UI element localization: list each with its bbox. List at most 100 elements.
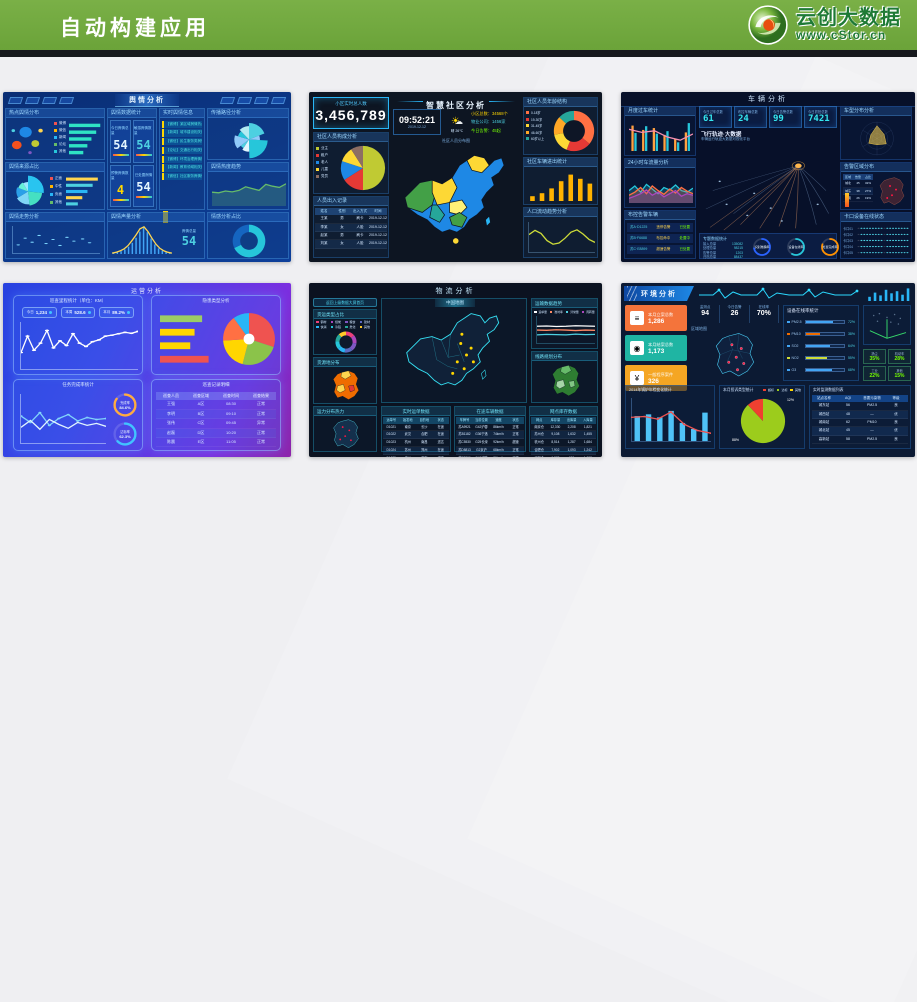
progress-value: 64% (847, 344, 855, 348)
legend-label: 负面 (55, 192, 62, 196)
table-cell: E区 (197, 438, 205, 444)
table-cell: 异常 (257, 420, 265, 426)
table-row: 陈晨 E区 11:05 正常 (156, 438, 276, 448)
flow-line-chart (528, 222, 595, 253)
stat-value: 26 (730, 310, 739, 317)
table-row: 王某 男 刷卡 2019-12-12 09:12 (315, 215, 387, 224)
table-cell: 在途 (437, 447, 444, 452)
table-cell: 2019-12-12 09:12 (369, 216, 387, 221)
d3-panel-hour-flow: 24小时车流量分析 (624, 158, 696, 208)
china-map-title: 中国地图 (435, 299, 475, 307)
dashboard-vehicle[interactable]: 车辆分析 月度过车统计 24小时车流量分析 布控告警车辆 苏A·D1225 违停… (621, 92, 915, 262)
table-cell: A区 (197, 401, 205, 407)
table-cell: 刷卡 (356, 233, 364, 238)
alert-rows: 苏A·D1225 违停告警 已处置 苏B·F6688 布控命中 处置中 苏C·E… (627, 223, 693, 256)
legend-swatch (526, 111, 529, 114)
table-header-row: 站点名称 AQI 首要污染物 等级 (812, 395, 908, 403)
legend-label: 冷链 (335, 325, 342, 329)
d6-panel-3d-view (863, 305, 911, 345)
progress-fill (805, 357, 827, 359)
d1-panel-spread: 传播路径分析 (207, 108, 289, 160)
stat-value: 1,286 (648, 317, 665, 325)
d1-topbar: 舆情分析 (3, 94, 291, 107)
table-cell: 27% (864, 188, 871, 193)
side-label: 告警总量 (703, 250, 717, 255)
table-cell: 城北 (844, 181, 851, 186)
d1-panel-sentiment: 情感分析占比 (207, 212, 289, 259)
table-cell: 8,514 (551, 440, 560, 445)
progress-row: PM10 38% (787, 328, 855, 340)
pill-label: 本月 (103, 310, 111, 314)
table-cell: 2019-12-12 09:21 (369, 233, 387, 238)
progress-track (804, 368, 845, 372)
table-cell: 西安 (416, 455, 433, 457)
legend-label: 租户 (321, 153, 328, 157)
table-row: 城北站 45 — 优 (812, 427, 908, 436)
legend-swatch (534, 310, 537, 314)
trend-legend: 运单量 准时率 异常量 周转量 (534, 310, 595, 314)
d6-top-stats: 监测点 94 今日告警 26 在线率 70% (691, 305, 779, 323)
dashboard-operations[interactable]: 运营分析 巡查里程统计（单位：KM） 今日 1,234 本周 528.6 本月 … (3, 283, 291, 457)
table-header-row: 姓名 性别 出入方式 时间 (315, 208, 387, 216)
legend-swatch (50, 193, 53, 196)
gauge-label: 达标率 (120, 430, 130, 434)
legend-swatch (526, 117, 529, 121)
d1-panel-hot-topics: 热点舆情分布 微博 微信 新闻 论坛 其他 (5, 108, 105, 160)
progress-swatch (787, 368, 790, 372)
d6-panel-complaint-pie: 本月投诉类型统计 超标 达标 其他 12% 88% (719, 385, 805, 449)
d5-panel-transport-trend: 运输数据趋势 运单量 准时率 异常量 周转量 (531, 298, 598, 349)
panel-title: 舆情数据统计 (108, 109, 156, 118)
slide-header: 自动构建应用 云创大数据 www.cStor.cn (0, 0, 917, 50)
dashboard-public-opinion[interactable]: 舆情分析 热点舆情分布 微博 微信 新闻 论坛 其他 舆情来源占比 正面 中性 负面 其他 舆… (3, 92, 291, 262)
dashboard-smart-community[interactable]: 小区实时总人数 3,456,789 社区人员构成分析 业主 租户 老人 儿童 党员 人员… (309, 92, 602, 262)
legend-label: 煤炭 (335, 320, 342, 324)
stat-value: 61 (703, 114, 714, 124)
opinion-list: 【微博】某区域舆情热点信息摘要 09:12【新闻】城市建设相关舆情信息 09:0… (160, 119, 204, 209)
pill-value: 528.6 (74, 310, 86, 315)
back-button[interactable]: 返回上级数据大屏首页 (313, 298, 377, 307)
d1-nav-tabs-left (7, 97, 75, 104)
legend-label: 其他 (794, 388, 801, 392)
plate-number: 苏C·E8899 (630, 247, 648, 251)
panel-title: 传播路径分析 (208, 109, 288, 118)
table-cell: 良 (894, 436, 898, 441)
table-header-row: 运单号 始发地 目的地 状态 (383, 417, 449, 424)
progress-label: SO2 (791, 344, 799, 348)
stat-card-icon: ¥ (630, 371, 644, 385)
info-line: 小区总数：34568个 (471, 111, 508, 116)
dashboard-environment[interactable]: 环境分析 ≡ 本月立案总数 1,286 ◉ 本月结案总数 1,173 ¥ 一般程… (621, 283, 915, 457)
logo-site: www.cStor.cn (796, 28, 887, 42)
dot-row-label: 卡口01 (843, 227, 853, 231)
table-header-cell: 目的地 (419, 418, 430, 422)
legend-label: 60岁以上 (531, 137, 545, 141)
legend-label: 19-30岁 (531, 117, 543, 122)
stat-accent-bar (112, 154, 129, 157)
panel-title: 热点舆情分布 (6, 109, 104, 118)
alert-row: 苏B·F6688 布控命中 处置中 (627, 234, 693, 243)
stat-accent-bar (135, 196, 152, 199)
table-cell: D1024 (386, 447, 396, 452)
ecg-line-decoration (699, 287, 859, 301)
enroute-table: 车牌号 当前位置 速度 状态 苏A9921 G42沪蓉 86km/h 正常 苏B1182 G36宁… (456, 417, 524, 457)
table-row: 苏C5530 G25长深 92km/h 超速 (456, 439, 524, 447)
dot-row-label: 卡口03 (843, 239, 853, 244)
table-cell: 女 (340, 241, 344, 246)
table-cell: 郑州 (421, 447, 428, 452)
table-row: D1022 武汉 合肥 在途 (383, 431, 449, 440)
table-row: 城东站 56 PM2.5 良 (812, 402, 908, 411)
stat-label: 敏感舆情数量 (134, 126, 152, 136)
china-outline-map (394, 309, 516, 401)
legend-swatch (54, 150, 57, 153)
top-stat: 今日告警 26 (720, 305, 750, 323)
table-header-cell: 运单号 (386, 418, 397, 422)
table-cell: 10:20 (225, 429, 236, 435)
progress-row: SO2 64% (787, 340, 855, 352)
table-cell: 城北站 (818, 428, 830, 433)
d1-title: 舆情分析 (115, 94, 179, 107)
legend-label: 达标 (781, 388, 788, 392)
pie-legend: 业主 租户 老人 儿童 党员 (316, 146, 338, 181)
dashboard-logistics[interactable]: 物流分析 返回上级数据大屏首页 货运类型占比 钢材 煤炭 粮食 建材 快消 冷链 危化 其他 … (309, 283, 602, 457)
table-cell: 09:45 (225, 420, 236, 426)
panel-title: 社区人员年龄结构 (524, 98, 597, 107)
